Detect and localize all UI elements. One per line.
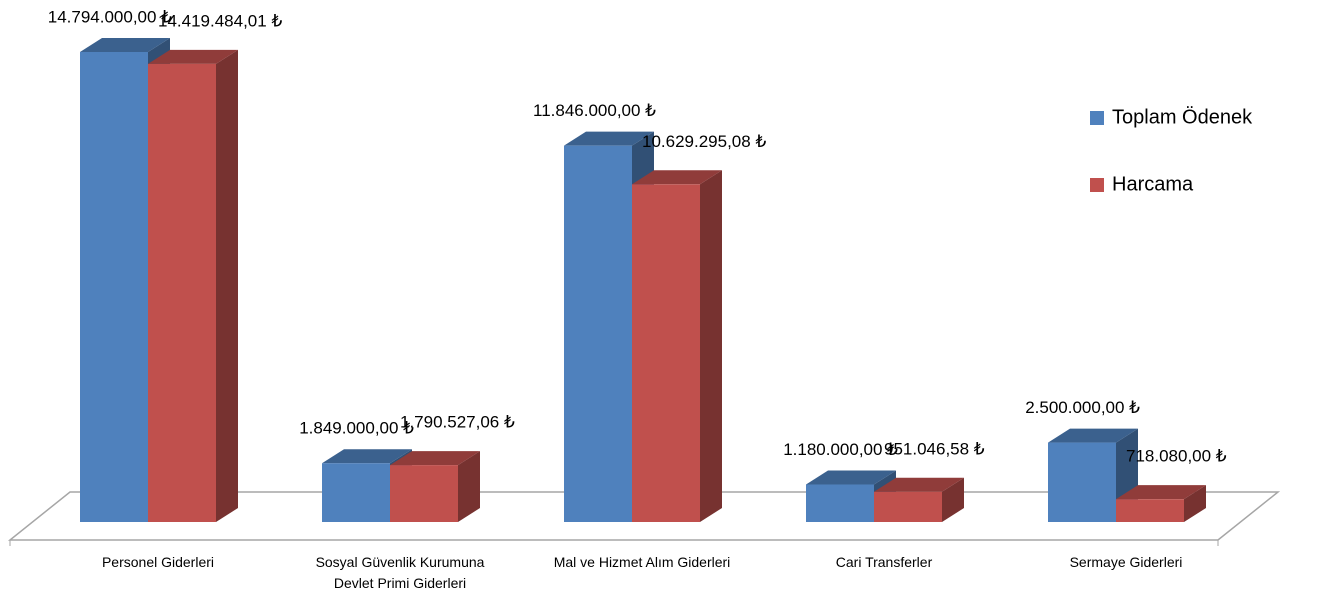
bar-side [458,451,480,522]
legend-label: Toplam Ödenek [1112,106,1253,128]
bar-front [80,52,148,522]
bar [632,170,722,522]
floor [7,491,1281,541]
bar-top [148,49,238,64]
bar-top [1048,428,1138,443]
bar-top [806,470,896,485]
bar [1116,485,1206,522]
data-label: 951.046,58 ₺ [884,439,985,458]
bar-top [80,38,170,52]
bar-front [564,145,632,522]
bar-top [632,170,722,185]
bar-front [874,491,942,522]
bar-front [1116,499,1184,522]
data-label: 14.419.484,01 ₺ [158,11,282,30]
bar-front [806,484,874,522]
bar-side [216,49,238,523]
x-tick-label: Sermaye Giderleri [1069,554,1183,570]
bar-front [322,463,390,522]
legend-swatch [1090,111,1104,125]
x-tick-label: Mal ve Hizmet Alım Giderleri [553,554,731,570]
bar-front [1048,442,1116,522]
bar-top [874,477,964,492]
bar-top [322,449,412,464]
bar-front [632,184,700,522]
data-label: 1.849.000,00 ₺ [299,419,414,438]
data-label: 1.790.527,06 ₺ [400,413,515,432]
data-label: 11.846.000,00 ₺ [533,101,656,120]
bar-side [1184,485,1206,522]
data-label: 2.500.000,00 ₺ [1025,398,1140,417]
bar [390,451,480,522]
bar-front [390,465,458,522]
bar [148,49,238,523]
data-label: 14.794.000,00 ₺ [48,7,172,26]
data-label: 1.180.000,00 ₺ [783,440,898,459]
x-tick-label: Cari Transferler [835,554,933,570]
bar-top [1116,485,1206,500]
bar-top [564,131,654,146]
bar-side [942,477,964,522]
x-tick-label: Sosyal Güvenlik Kurumuna Devlet Primi Gi… [315,554,485,591]
bar [874,477,964,522]
data-label: 10.629.295,08 ₺ [642,132,766,151]
legend-label: Harcama [1112,173,1194,195]
legend-swatch [1090,178,1104,192]
x-tick-label: Personel Giderleri [101,554,215,570]
bar-top [390,451,480,466]
bar-side [700,170,722,522]
data-label: 718.080,00 ₺ [1126,447,1227,466]
bar-front [148,63,216,523]
